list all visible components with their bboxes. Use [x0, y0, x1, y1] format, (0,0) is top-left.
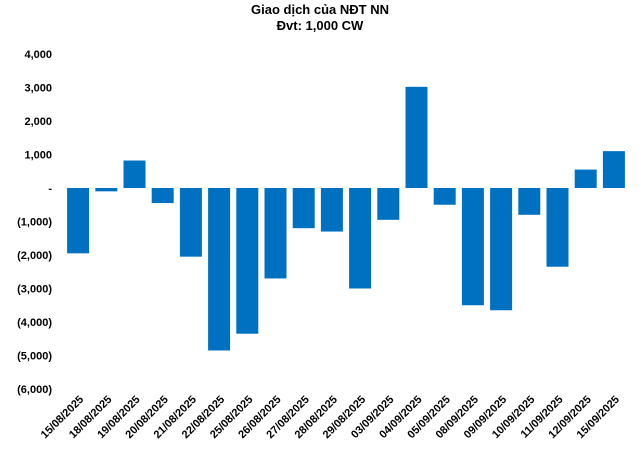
y-tick-label: 4,000: [24, 49, 52, 61]
x-axis-tick-labels: 15/08/202518/08/202519/08/202520/08/2025…: [39, 394, 622, 441]
bar: [208, 188, 231, 351]
bar: [405, 86, 428, 188]
y-tick-label: (1,000): [17, 217, 52, 229]
bar: [490, 188, 513, 311]
y-tick-label: (5,000): [17, 351, 52, 363]
y-tick-label: (3,000): [17, 284, 52, 296]
bar: [518, 188, 541, 215]
bar: [461, 188, 484, 306]
bar: [320, 188, 343, 232]
bar: [95, 188, 118, 192]
y-tick-label: (4,000): [17, 317, 52, 329]
y-tick-label: 2,000: [24, 116, 52, 128]
bar: [123, 160, 146, 188]
bar: [264, 188, 287, 279]
bar: [292, 188, 315, 229]
bar: [433, 188, 456, 205]
bar: [151, 188, 174, 204]
bar: [179, 188, 202, 257]
bars: [67, 86, 625, 351]
y-tick-label: (6,000): [17, 384, 52, 396]
y-tick-label: 1,000: [24, 150, 52, 162]
bar: [349, 188, 372, 289]
y-tick-label: (2,000): [17, 250, 52, 262]
bar: [602, 151, 625, 188]
chart-subtitle: Đvt: 1,000 CW: [277, 18, 364, 33]
bar: [546, 188, 569, 267]
bar: [574, 169, 597, 188]
y-tick-label: 3,000: [24, 83, 52, 95]
bar: [236, 188, 259, 334]
bar: [377, 188, 400, 220]
chart-title: Giao dịch của NĐT NN: [251, 2, 389, 17]
bar: [67, 188, 90, 254]
y-axis-tick-labels: 4,000 3,000 2,000 1,000 - (1,000) (2,000) (3,00…: [17, 49, 52, 396]
y-tick-label: -: [48, 183, 52, 195]
